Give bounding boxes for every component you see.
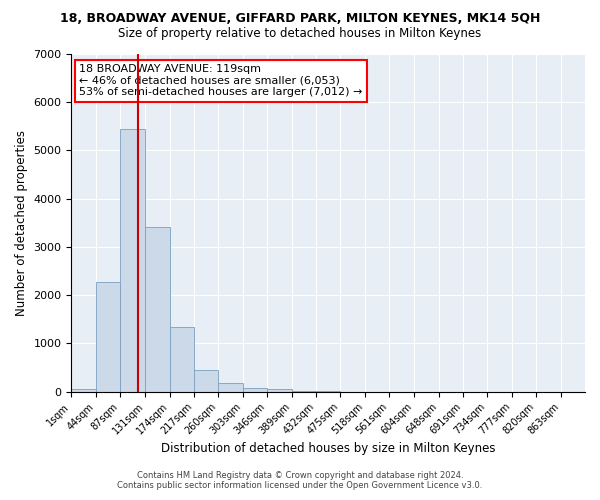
Text: Size of property relative to detached houses in Milton Keynes: Size of property relative to detached ho… (118, 28, 482, 40)
Bar (170, 326, 194, 392)
Bar (267, 390, 292, 392)
Bar (120, 129, 145, 392)
Text: 18 BROADWAY AVENUE: 119sqm
← 46% of detached houses are smaller (6,053)
53% of s: 18 BROADWAY AVENUE: 119sqm ← 46% of deta… (79, 64, 362, 98)
Bar (194, 370, 218, 392)
Text: Contains HM Land Registry data © Crown copyright and database right 2024.
Contai: Contains HM Land Registry data © Crown c… (118, 470, 482, 490)
Bar (243, 388, 267, 392)
Bar (71, 389, 96, 392)
Bar (96, 282, 120, 392)
Y-axis label: Number of detached properties: Number of detached properties (15, 130, 28, 316)
Bar (218, 384, 243, 392)
Bar (292, 391, 316, 392)
Text: 18, BROADWAY AVENUE, GIFFARD PARK, MILTON KEYNES, MK14 5QH: 18, BROADWAY AVENUE, GIFFARD PARK, MILTO… (60, 12, 540, 26)
X-axis label: Distribution of detached houses by size in Milton Keynes: Distribution of detached houses by size … (161, 442, 496, 455)
Bar (145, 226, 170, 392)
